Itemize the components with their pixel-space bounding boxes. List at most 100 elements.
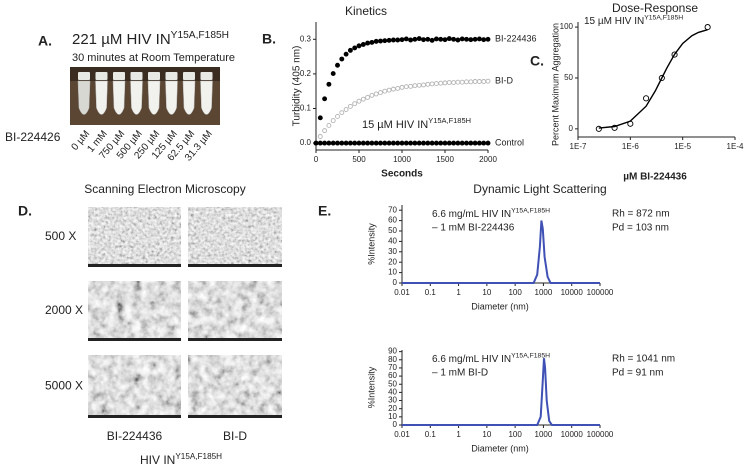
x-tick-label: 10: [482, 430, 491, 439]
data-point: [442, 80, 448, 86]
data-point: [365, 140, 371, 146]
data-point: [438, 80, 444, 86]
data-point: [395, 85, 401, 91]
data-point: [429, 37, 435, 43]
data-point: [339, 110, 345, 116]
data-point: [446, 36, 452, 42]
chart-title: Kinetics: [345, 4, 387, 18]
data-point: [386, 37, 392, 43]
data-point: [485, 140, 491, 146]
sem-scale-bar: [88, 264, 181, 267]
data-point: [322, 96, 328, 102]
protein-label: HIV INY15A,F185H: [140, 452, 222, 467]
sample-label: 6.6 mg/mL HIV INY15A,F185H: [432, 207, 550, 219]
data-point: [408, 140, 414, 146]
data-point: [451, 140, 457, 146]
dls-stat: Rh = 872 nm: [612, 209, 670, 220]
y-axis-label: Turbidity (405 nm): [292, 46, 303, 127]
panel-title-superscript: Y15A,F185H: [171, 29, 229, 40]
protein-label-superscript: Y15A,F185H: [175, 452, 222, 461]
y-tick-label: 100: [560, 22, 574, 31]
chart-title: Dose-Response: [612, 1, 698, 15]
series-line: [598, 29, 708, 129]
x-tick-label: 1E-7: [570, 142, 587, 151]
data-point: [425, 81, 431, 87]
annotation: 15 µM HIV INY15A,F185H: [362, 116, 471, 131]
column-label: BI-224436: [107, 429, 163, 443]
tube: [112, 80, 126, 115]
data-point: [317, 134, 323, 139]
data-point: [378, 90, 383, 96]
sem-scale-bar: [188, 264, 282, 267]
data-point: [464, 36, 469, 42]
data-point: [330, 140, 336, 146]
data-point: [390, 37, 396, 43]
chart-subtitle-main: 15 µM HIV IN: [584, 16, 644, 27]
data-point: [451, 36, 457, 42]
data-point: [459, 36, 465, 42]
x-axis-label: Diameter (nm): [471, 301, 529, 311]
panel-label: C.: [530, 53, 544, 69]
data-point: [468, 140, 474, 146]
data-point: [347, 140, 353, 146]
y-tick-label: 70: [388, 205, 397, 214]
data-point: [421, 140, 426, 146]
data-point: [408, 83, 414, 89]
data-point: [369, 92, 375, 98]
data-point: [643, 95, 650, 102]
data-point: [442, 140, 448, 146]
data-point: [433, 140, 439, 146]
data-point: [382, 88, 388, 94]
panel-label: E.: [318, 203, 331, 219]
data-point: [373, 140, 379, 146]
annotation-main: 15 µM HIV IN: [362, 119, 428, 131]
data-point: [343, 140, 349, 146]
data-point: [317, 140, 323, 146]
tube: [183, 72, 195, 80]
x-tick-label: 1: [456, 430, 461, 439]
sem-image: [188, 281, 282, 341]
data-point: [339, 56, 345, 62]
sem-image: [188, 355, 282, 418]
data-point: [403, 140, 409, 146]
data-point: [335, 113, 340, 119]
x-tick-label: 1500: [436, 155, 454, 164]
y-tick-label: 0: [393, 420, 398, 429]
data-point: [313, 140, 319, 146]
data-point: [347, 47, 353, 53]
data-point: [390, 140, 396, 146]
data-point: [382, 38, 388, 44]
data-point: [352, 45, 358, 51]
magnification-label: 2000 X: [45, 303, 83, 317]
data-point: [425, 36, 431, 42]
data-point: [433, 81, 439, 87]
y-axis-label: Percent Maximum Aggregation: [550, 23, 560, 146]
data-point: [356, 43, 362, 49]
data-point: [416, 82, 422, 88]
x-tick-label: 1E-4: [727, 142, 744, 151]
data-point: [416, 36, 422, 42]
x-tick-label: 0.01: [394, 430, 410, 439]
data-point: [412, 83, 418, 89]
data-point: [408, 37, 414, 43]
sem-image: [88, 207, 181, 267]
y-tick-label: 60: [388, 216, 397, 225]
x-tick-label: 0.01: [394, 288, 410, 297]
data-point: [403, 36, 409, 42]
x-tick-label: 100: [508, 288, 522, 297]
data-point: [395, 37, 401, 43]
x-tick-label: 2000: [479, 155, 497, 164]
data-point: [339, 140, 345, 146]
magnification-label: 5000 X: [45, 379, 83, 393]
data-point: [442, 37, 448, 43]
y-tick-label: 0.2: [300, 69, 312, 78]
data-point: [378, 38, 383, 44]
data-point: [481, 37, 487, 43]
x-tick-label: 0.1: [425, 430, 437, 439]
panel-title: Scanning Electron Microscopy: [84, 182, 245, 196]
data-point: [421, 37, 426, 43]
data-point: [468, 37, 474, 43]
y-tick-label: 60: [388, 371, 397, 380]
magnification-label: 500 X: [45, 229, 76, 243]
data-point: [386, 87, 392, 93]
